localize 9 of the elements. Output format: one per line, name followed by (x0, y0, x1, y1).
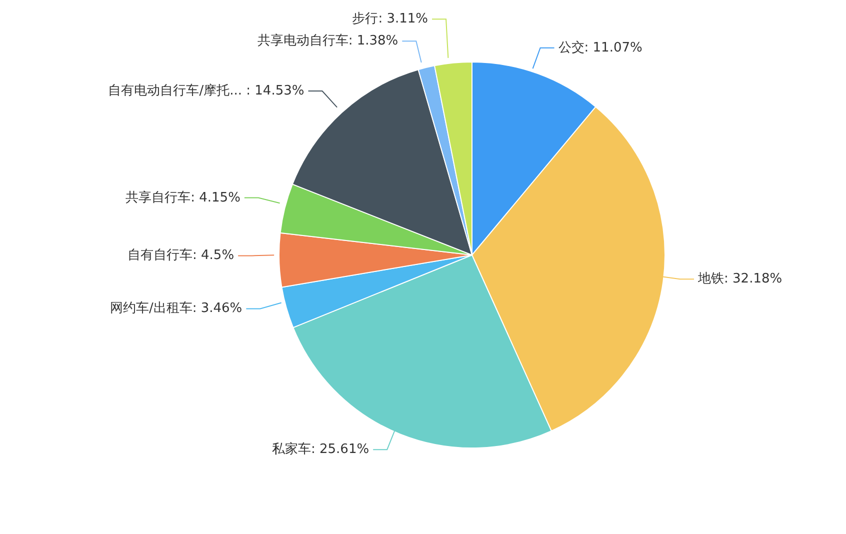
slice-label: 地铁: 32.18% (697, 272, 782, 287)
slice-label: 自有自行车: 4.5% (128, 248, 234, 264)
slice-label: 网约车/出租车: 3.46% (110, 301, 242, 316)
slice-label: 步行: 3.11% (352, 12, 428, 27)
slice-label: 共享电动自行车: 1.38% (257, 32, 398, 49)
slice-label: 自有电动自行车/摩托... : 14.53% (108, 84, 304, 99)
slice-label: 私家车: 25.61% (272, 441, 370, 458)
slice-label: 共享自行车: 4.15% (126, 189, 240, 206)
slice-label: 公交: 11.07% (558, 39, 642, 56)
